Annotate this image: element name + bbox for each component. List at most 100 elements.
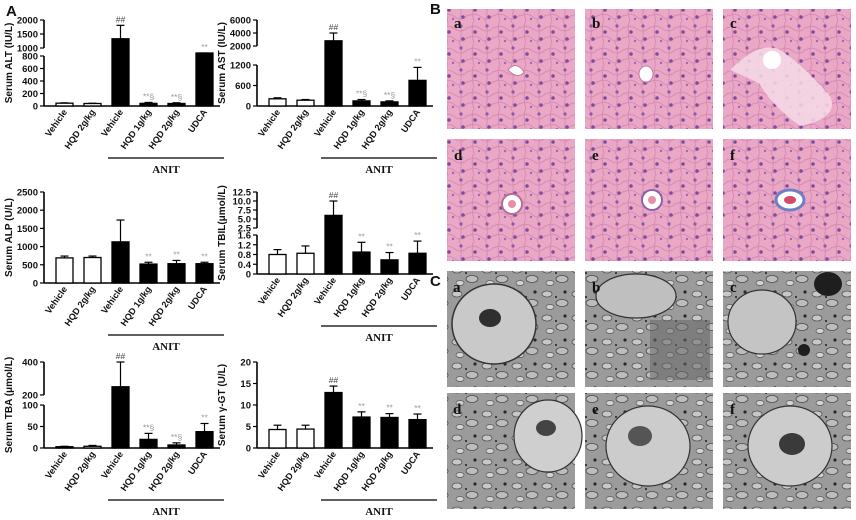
- em-label-a: a: [453, 280, 461, 296]
- em-label-d: d: [453, 402, 462, 418]
- bar: [111, 386, 130, 449]
- bar: [268, 253, 287, 275]
- histology-image-a: a: [445, 7, 577, 131]
- y-tick-label: 1500: [17, 224, 38, 235]
- bar: [195, 263, 214, 284]
- y-tick-label: 200: [22, 89, 38, 100]
- y-axis-title: Serum ALP (U/L): [4, 198, 15, 277]
- bar: [167, 444, 186, 449]
- y-tick-label: 0: [246, 444, 251, 455]
- em-image-f: f: [721, 391, 853, 511]
- y-tick-label: 500: [22, 260, 38, 271]
- category-label: Vehicle: [312, 107, 338, 138]
- histology-panel: a b c d e f: [445, 7, 853, 263]
- bar: [55, 102, 74, 107]
- em-label-c: c: [730, 280, 737, 296]
- significance-label: **§: [143, 91, 155, 101]
- bar: [296, 99, 315, 107]
- bar: [352, 416, 371, 449]
- bar: [324, 214, 343, 275]
- em-image-a: a: [445, 269, 577, 389]
- significance-label: ##: [116, 351, 126, 361]
- group-label: ANIT: [365, 506, 393, 518]
- bar: [296, 252, 315, 275]
- histology-label-e: e: [592, 148, 599, 164]
- bar: [139, 102, 158, 107]
- category-label: Vehicle: [99, 284, 125, 315]
- y-axis-title: Serum TBIL(μmol/L): [217, 185, 228, 281]
- y-tick-label: 200: [22, 391, 38, 402]
- y-tick-label: 2000: [17, 206, 38, 217]
- y-axis-title: Serum ALT (IU/L): [4, 23, 15, 104]
- category-label: Vehicle: [43, 107, 69, 138]
- significance-label: **: [201, 412, 208, 422]
- y-tick-label: 0.4: [238, 260, 252, 271]
- em-label-f: f: [730, 402, 736, 418]
- significance-label: **: [145, 251, 152, 261]
- y-tick-label: 2000: [17, 16, 38, 27]
- group-label: ANIT: [152, 341, 180, 353]
- em-image-e: e: [583, 391, 715, 511]
- bar: [167, 263, 186, 284]
- bar: [380, 101, 399, 107]
- y-tick-label: 12.5: [233, 188, 252, 199]
- significance-label: **: [386, 242, 393, 252]
- y-tick-label: 1500: [17, 30, 38, 41]
- category-label: Vehicle: [256, 449, 282, 480]
- group-label: ANIT: [152, 506, 180, 518]
- y-tick-label: 20: [240, 358, 251, 369]
- significance-label: **: [173, 249, 180, 259]
- significance-label: **§: [356, 89, 368, 99]
- category-label: Vehicle: [312, 449, 338, 480]
- group-label: ANIT: [365, 164, 393, 176]
- y-tick-label: 15: [240, 379, 251, 390]
- chart-serum-tbil: 00.40.81.21.62.55.07.510.012.5 Serum TBIL…: [217, 185, 437, 344]
- bar: [195, 52, 214, 107]
- significance-label: **§: [384, 90, 396, 100]
- y-tick-label: 5.0: [238, 215, 251, 226]
- em-image-d: d: [445, 391, 583, 511]
- category-label: UDCA: [399, 275, 422, 302]
- category-label: UDCA: [399, 449, 422, 476]
- bar: [352, 100, 371, 107]
- y-tick-label: 1.6: [238, 231, 251, 242]
- em-image-c: c: [721, 269, 853, 389]
- significance-label: **: [386, 403, 393, 413]
- bar: [83, 102, 102, 107]
- y-tick-label: 1000: [17, 242, 38, 253]
- histology-image-d: d: [445, 137, 577, 263]
- histology-image-f: f: [721, 137, 853, 263]
- bar: [352, 251, 371, 275]
- significance-label: **: [358, 401, 365, 411]
- category-label: UDCA: [399, 107, 422, 134]
- bar: [139, 263, 158, 284]
- bar: [380, 259, 399, 275]
- y-tick-label: 0.8: [238, 250, 251, 261]
- category-label: Vehicle: [43, 449, 69, 480]
- group-label: ANIT: [152, 164, 180, 176]
- bar: [111, 38, 130, 107]
- y-tick-label: 0: [33, 279, 38, 290]
- significance-label: **: [201, 42, 208, 52]
- significance-label: **: [414, 230, 421, 240]
- panel-label-c: C: [430, 273, 441, 290]
- y-tick-label: 0: [33, 444, 38, 455]
- bar: [55, 257, 74, 284]
- y-tick-label: 10.0: [233, 197, 252, 208]
- bar: [324, 40, 343, 107]
- category-label: Vehicle: [312, 275, 338, 306]
- category-label: Vehicle: [99, 449, 125, 480]
- significance-label: **§: [171, 432, 183, 442]
- histology-image-c: c: [721, 7, 853, 131]
- group-label: ANIT: [365, 332, 393, 344]
- histology-image-e: e: [583, 137, 715, 263]
- y-tick-label: 1200: [230, 61, 251, 72]
- category-label: Vehicle: [256, 275, 282, 306]
- category-label: UDCA: [186, 284, 209, 311]
- y-axis-title: Serum AST (IU/L): [217, 22, 228, 104]
- histology-label-d: d: [454, 148, 463, 164]
- category-label: Vehicle: [256, 107, 282, 138]
- bar: [83, 256, 102, 284]
